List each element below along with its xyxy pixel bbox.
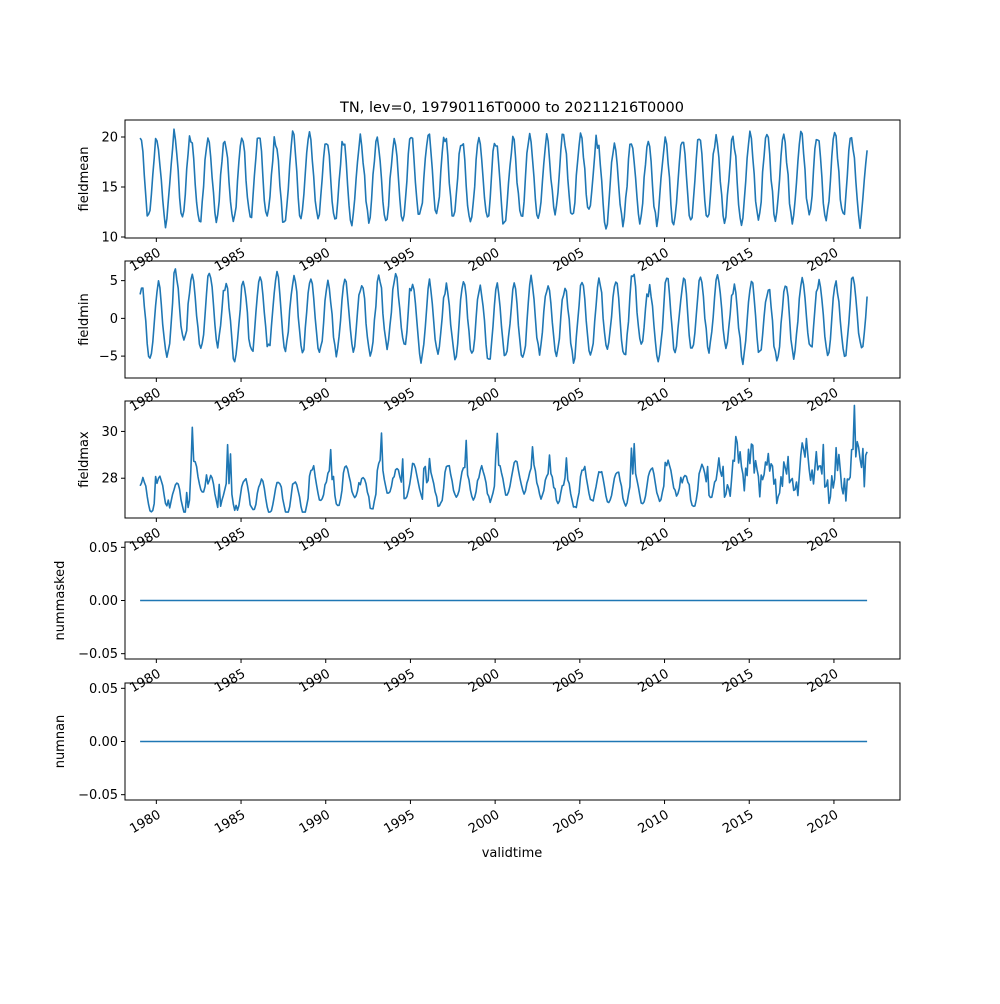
series-line-fieldmax [139,404,868,513]
figure-title: TN, lev=0, 19790116T0000 to 20211216T000… [339,100,684,116]
y-tick-label: 10 [101,231,118,246]
y-tick-label: 0.00 [89,594,118,609]
y-tick-label: 0.00 [89,735,118,750]
series-line-fieldmin [139,268,868,366]
y-tick-label: −5 [99,350,118,365]
y-tick-label: 0.05 [89,682,118,697]
axes-frame [124,400,901,519]
y-tick-label: 0.05 [89,541,118,556]
series-line-fieldmean [139,128,868,230]
y-tick-label: 28 [101,472,118,487]
y-axis-label: nummasked [53,561,68,641]
axes-frame [124,260,901,379]
axes-frame [124,119,901,239]
y-axis-label: fieldmax [77,431,92,488]
y-tick-label: 15 [101,181,118,196]
y-tick-label: 30 [101,425,118,440]
y-tick-label: −0.05 [78,647,118,662]
y-tick-label: 5 [110,274,118,289]
y-tick-label: −0.05 [78,788,118,803]
y-tick-label: 0 [110,312,118,327]
y-axis-label: numnan [53,715,68,769]
y-axis-label: fieldmean [77,147,92,212]
x-axis-label: validtime [482,846,543,861]
y-axis-label: fieldmin [77,293,92,346]
y-tick-label: 20 [101,131,118,146]
